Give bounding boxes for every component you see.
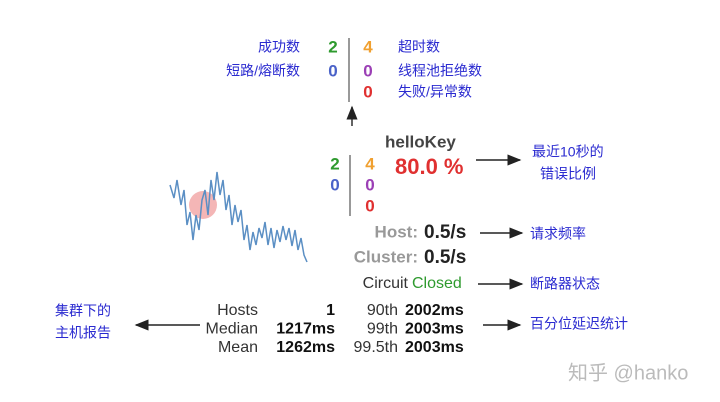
circuit-name: helloKey: [385, 132, 456, 151]
cluster-label: Cluster:: [354, 247, 418, 266]
error-rate: 80.0 %: [395, 154, 464, 179]
stats-cell: 2002ms: [405, 302, 464, 319]
legend-count: 0: [328, 61, 337, 80]
circuit-status: Closed: [412, 275, 462, 292]
stats-cell: 90th: [367, 302, 398, 319]
annotation: 集群下的: [55, 303, 111, 319]
legend-count: 2: [328, 37, 337, 56]
count: 0: [330, 175, 339, 194]
stats-cell: 1262ms: [276, 339, 335, 356]
count: 0: [365, 175, 374, 194]
host-label: Host:: [375, 222, 418, 241]
legend-count: 0: [363, 82, 372, 101]
annotation: 请求频率: [530, 226, 586, 242]
stats-cell: Mean: [218, 339, 258, 356]
count: 2: [330, 154, 339, 173]
legend-label: 成功数: [258, 39, 300, 55]
legend-count: 0: [363, 61, 372, 80]
count: 4: [365, 154, 375, 173]
sparkline: [169, 171, 308, 263]
count: 0: [365, 196, 374, 215]
stats-cell: 1: [326, 302, 335, 319]
annotation: 错误比例: [540, 166, 596, 182]
stats-table: Hosts 1 90th 2002ms Median 1217ms 99th 2003ms Me…: [206, 302, 464, 356]
annotation: 断路器状态: [530, 276, 600, 292]
circuit-label: Circuit: [363, 275, 409, 292]
stats-cell: 99.5th: [354, 339, 398, 356]
annotation: 百分位延迟统计: [530, 316, 628, 332]
stats-cell: 99th: [367, 321, 398, 338]
legend-label: 线程池拒绝数: [398, 63, 482, 79]
legend-label: 超时数: [398, 39, 440, 55]
stats-cell: Hosts: [217, 302, 258, 319]
stats-cell: 2003ms: [405, 339, 464, 356]
legend-count: 4: [363, 37, 373, 56]
annotation: 最近10秒的: [532, 144, 604, 160]
stats-cell: 2003ms: [405, 321, 464, 338]
stats-cell: Median: [206, 321, 258, 338]
legend-label: 失败/异常数: [398, 84, 472, 100]
annotation: 主机报告: [55, 325, 111, 341]
host-rate: 0.5/s: [424, 222, 466, 243]
legend-label: 短路/熔断数: [226, 63, 300, 79]
stats-cell: 1217ms: [276, 321, 335, 338]
cluster-rate: 0.5/s: [424, 247, 466, 268]
watermark: 知乎 @hanko: [568, 361, 688, 384]
